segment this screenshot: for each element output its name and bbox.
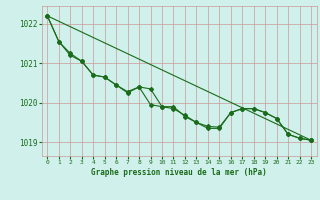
X-axis label: Graphe pression niveau de la mer (hPa): Graphe pression niveau de la mer (hPa) [91, 168, 267, 177]
